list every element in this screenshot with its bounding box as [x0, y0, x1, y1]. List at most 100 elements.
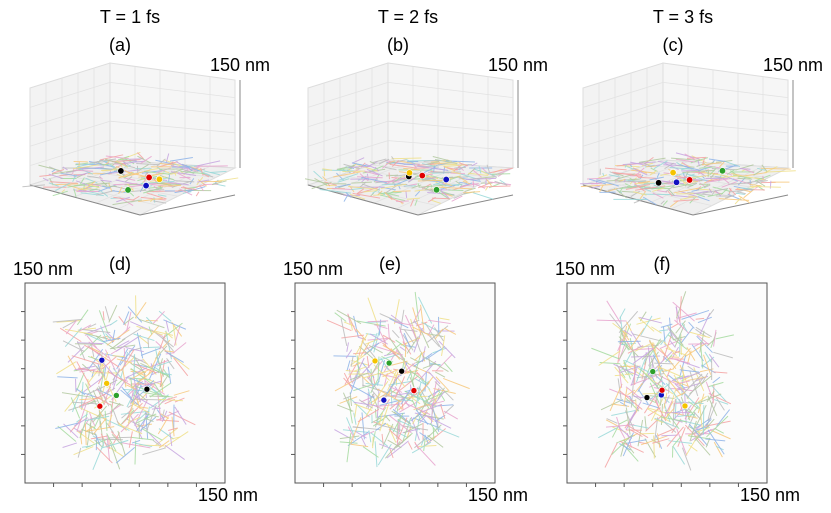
fiber [138, 335, 150, 345]
fiber [59, 327, 82, 343]
fiber [638, 389, 649, 405]
scale-label: 150 nm [13, 259, 73, 279]
fiber [155, 348, 159, 364]
fiber [675, 175, 688, 179]
fiber [363, 170, 379, 176]
fiber [688, 423, 708, 446]
fiber [413, 405, 425, 411]
fiber [333, 171, 361, 178]
fiber [352, 426, 380, 431]
fiber [432, 381, 437, 400]
fiber [124, 176, 133, 183]
fiber [153, 383, 164, 398]
particle [405, 169, 413, 177]
fiber [357, 320, 386, 327]
fiber [378, 412, 384, 426]
fiber [369, 333, 388, 345]
fiber [631, 393, 643, 402]
fiber [431, 171, 452, 174]
fiber [472, 169, 482, 178]
fiber [138, 197, 163, 203]
fiber [672, 445, 686, 465]
panel-label: (e) [379, 254, 401, 274]
particle [718, 167, 726, 175]
fiber [80, 418, 90, 433]
fiber [137, 155, 151, 164]
fiber [153, 200, 167, 204]
fiber [157, 392, 162, 421]
fiber [143, 187, 163, 194]
fiber [390, 390, 414, 402]
fiber [378, 319, 382, 336]
fiber [382, 344, 400, 356]
fiber [679, 369, 700, 373]
fiber [79, 167, 113, 170]
fiber [129, 368, 150, 381]
grid-line [582, 140, 664, 166]
grid-line [582, 101, 664, 128]
fiber [168, 174, 171, 182]
grid-line [387, 82, 514, 98]
particle [649, 368, 657, 375]
fiber [472, 192, 494, 200]
fiber [428, 388, 438, 404]
fiber [123, 347, 126, 367]
fiber [354, 404, 358, 418]
fiber [624, 183, 633, 188]
fiber [618, 345, 628, 360]
fiber [636, 167, 645, 175]
fiber [102, 365, 111, 393]
fiber [357, 408, 380, 423]
fiber [425, 346, 446, 360]
fiber [465, 177, 497, 180]
fiber [413, 320, 426, 334]
fiber [734, 196, 743, 205]
fiber [739, 167, 751, 170]
fiber [388, 414, 412, 434]
fiber [604, 442, 618, 468]
fiber [623, 329, 633, 337]
fiber [102, 169, 116, 172]
fiber [654, 350, 674, 370]
fiber [413, 352, 433, 367]
fiber [135, 384, 142, 396]
fiber [134, 442, 153, 448]
fiber [104, 410, 108, 432]
fiber [164, 350, 175, 353]
fiber [49, 178, 54, 185]
fiber [633, 395, 654, 400]
fiber [702, 188, 728, 194]
grid-line [117, 166, 211, 210]
fiber [441, 335, 446, 356]
fiber [378, 158, 390, 165]
fiber [339, 168, 352, 170]
particle [113, 392, 120, 399]
fiber [479, 185, 511, 188]
fiber [423, 159, 440, 162]
fiber [104, 158, 123, 165]
fiber [326, 319, 352, 332]
fiber [622, 432, 634, 457]
fiber [106, 331, 115, 340]
fiber [353, 401, 377, 407]
fiber [370, 389, 380, 399]
fiber [639, 180, 651, 184]
fiber [349, 384, 375, 399]
fiber [86, 335, 98, 349]
fiber [638, 157, 666, 163]
fiber [406, 336, 419, 354]
fiber [118, 173, 139, 179]
fiber [699, 312, 711, 336]
fiber [106, 434, 111, 462]
fiber [652, 438, 670, 444]
fiber [654, 417, 678, 428]
fiber [350, 193, 366, 200]
fiber [619, 401, 628, 407]
particle [643, 394, 651, 401]
fiber [147, 431, 162, 446]
fiber [430, 403, 434, 424]
fiber [684, 153, 696, 161]
fiber [107, 414, 113, 426]
fiber [106, 433, 117, 452]
fiber [89, 412, 113, 420]
